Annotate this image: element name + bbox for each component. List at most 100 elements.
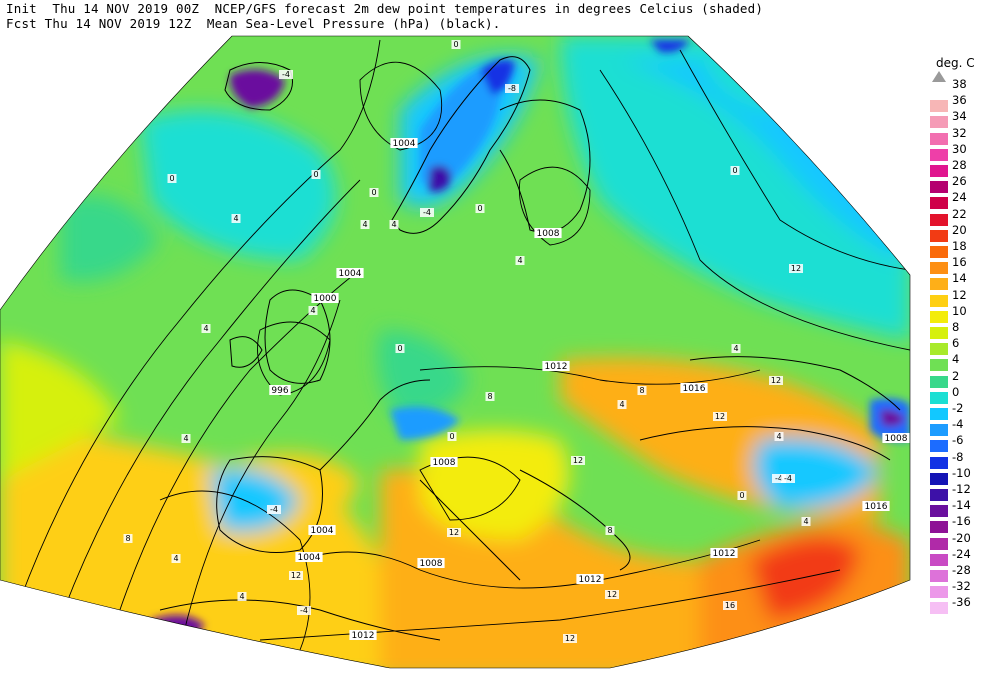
dew-point-label: 12: [447, 528, 461, 537]
header-line-forecast: Fcst Thu 14 NOV 2019 12Z Mean Sea-Level …: [6, 16, 501, 31]
isobar-label: 1016: [680, 383, 708, 394]
svg-text:1012: 1012: [713, 549, 736, 559]
dew-point-label: 4: [171, 554, 181, 563]
svg-text:1016: 1016: [683, 384, 706, 394]
svg-text:8: 8: [487, 392, 492, 401]
legend-max-arrow-icon: [932, 71, 946, 82]
legend-level-label: -16: [952, 514, 971, 529]
coastlines: [159, 56, 901, 641]
legend-swatch: [930, 197, 948, 210]
dew-point-label: 0: [451, 40, 461, 49]
legend-swatch: [930, 327, 948, 339]
dew-point-label: 0: [167, 174, 177, 183]
dew-point-label: 4: [774, 432, 784, 441]
dew-point-label: 4: [360, 220, 370, 229]
dew-point-label: -4: [781, 474, 795, 483]
legend-swatch: [930, 586, 948, 599]
legend-level-label: 10: [952, 303, 967, 318]
legend-level-label: 4: [952, 352, 960, 367]
legend-swatch: [930, 521, 948, 534]
svg-text:4: 4: [183, 434, 188, 443]
legend-swatch: [930, 391, 948, 404]
isobar-label: 1008: [417, 558, 445, 569]
legend-swatch: [930, 553, 948, 566]
legend-level-label: 28: [952, 158, 967, 172]
svg-text:1012: 1012: [545, 362, 568, 372]
svg-text:12: 12: [565, 634, 575, 643]
svg-text:8: 8: [607, 526, 612, 535]
svg-text:12: 12: [607, 590, 617, 599]
svg-text:4: 4: [619, 400, 624, 409]
dew-point-label: 4: [231, 214, 241, 223]
svg-text:4: 4: [310, 306, 315, 315]
svg-text:0: 0: [449, 432, 454, 441]
dew-point-label: 0: [395, 344, 405, 353]
legend-level-label: -28: [952, 563, 971, 577]
svg-text:-4: -4: [423, 208, 431, 217]
isobar-labels: 1004 1004 1000 996 1008 1012 1016 1008 1004 1004 1…: [269, 138, 910, 641]
legend-level-label: -8: [952, 449, 964, 464]
dew-point-label: 0: [447, 432, 457, 441]
isobar-label: 1004: [390, 138, 418, 149]
dew-point-label: 4: [201, 324, 211, 333]
legend-level-label: 0: [952, 384, 960, 399]
svg-text:4: 4: [517, 256, 522, 265]
svg-text:1012: 1012: [352, 631, 375, 641]
isobar-label: 1004: [308, 525, 336, 536]
svg-text:1012: 1012: [579, 575, 602, 585]
dew-point-label: 0: [475, 204, 485, 213]
dew-point-label: -4: [772, 474, 786, 483]
legend-swatch: [930, 165, 948, 177]
legend-level-label: -32: [952, 579, 971, 594]
svg-text:-4: -4: [775, 474, 783, 483]
dew-point-labels: -4 0 -8 -4 0 4 4 0 4 0 4 4 4 0 4 0 8 4 12 4 -4 12 12 8 12 0 -4 4 8 12…: [123, 40, 811, 643]
dew-point-shading: [0, 36, 910, 668]
svg-text:-4: -4: [282, 70, 290, 79]
dew-point-label: 12: [713, 412, 727, 421]
legend-swatch: [930, 148, 948, 161]
legend-level-label: -20: [952, 530, 971, 545]
legend-swatch: [930, 100, 948, 113]
isobar-label: 1012: [710, 548, 738, 559]
isobar-label: 1016: [862, 501, 890, 512]
dew-point-label: -4: [279, 70, 293, 79]
svg-text:4: 4: [362, 220, 367, 229]
legend-level-label: 36: [952, 93, 967, 108]
dew-point-label: 0: [369, 188, 379, 197]
legend-swatch: [930, 424, 948, 437]
svg-text:4: 4: [803, 517, 808, 526]
legend-swatch: [930, 213, 948, 226]
isobar-label: 1012: [542, 361, 570, 372]
dew-point-label: 12: [563, 634, 577, 643]
svg-text:4: 4: [733, 344, 738, 353]
dew-point-label: -4: [297, 606, 311, 615]
isobar-label: 1008: [430, 457, 458, 468]
legend-swatch: [930, 440, 948, 453]
svg-text:0: 0: [739, 491, 744, 500]
dew-point-label: 0: [311, 170, 321, 179]
svg-text:12: 12: [791, 264, 801, 273]
legend-swatch: [930, 132, 948, 145]
dew-point-label: 4: [617, 400, 627, 409]
dew-point-label: 12: [289, 571, 303, 580]
legend-level-label: 24: [952, 190, 967, 205]
svg-text:1008: 1008: [537, 229, 560, 239]
svg-text:8: 8: [125, 534, 130, 543]
isobar-label: 1004: [295, 552, 323, 563]
svg-text:4: 4: [391, 220, 396, 229]
svg-text:1000: 1000: [314, 294, 337, 304]
svg-text:1008: 1008: [433, 458, 456, 468]
legend-level-label: 8: [952, 320, 960, 334]
svg-text:1016: 1016: [865, 502, 888, 512]
legend-swatch: [930, 116, 948, 129]
isobars: [19, 39, 910, 651]
header-line-init: Init Thu 14 NOV 2019 00Z NCEP/GFS foreca…: [6, 1, 764, 16]
dew-point-label: 4: [801, 517, 811, 526]
legend-swatch: [930, 262, 948, 275]
legend-swatch: [930, 408, 948, 420]
svg-text:0: 0: [371, 188, 376, 197]
svg-text:16: 16: [725, 601, 735, 610]
svg-text:8: 8: [639, 386, 644, 395]
svg-text:1004: 1004: [311, 526, 334, 536]
svg-text:-8: -8: [508, 84, 516, 93]
